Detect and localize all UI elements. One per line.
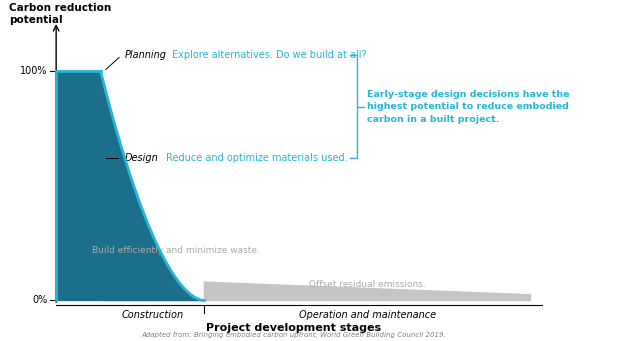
Text: Operation and maintenance: Operation and maintenance xyxy=(299,310,436,320)
Text: Carbon reduction
potential: Carbon reduction potential xyxy=(9,3,111,25)
Text: Offset residual emissions.: Offset residual emissions. xyxy=(309,280,426,289)
Text: Design: Design xyxy=(124,153,158,163)
Text: Project development stages: Project development stages xyxy=(206,323,381,333)
Polygon shape xyxy=(205,282,530,300)
Text: 0%: 0% xyxy=(32,296,47,306)
Text: Explore alternatives. Do we build at all?: Explore alternatives. Do we build at all… xyxy=(172,50,366,60)
Text: 100%: 100% xyxy=(20,66,47,76)
Polygon shape xyxy=(56,72,205,300)
Text: Early-stage design decisions have the
highest potential to reduce embodied
carbo: Early-stage design decisions have the hi… xyxy=(368,90,570,124)
Polygon shape xyxy=(100,72,205,300)
Text: Build efficiently and minimize waste.: Build efficiently and minimize waste. xyxy=(92,246,260,255)
Text: Construction: Construction xyxy=(122,310,183,320)
Text: Planning: Planning xyxy=(124,50,167,60)
Text: Reduce and optimize materials used.: Reduce and optimize materials used. xyxy=(166,153,348,163)
Text: Adapted from: Bringing embodied carbon upfront, World Green Building Council 201: Adapted from: Bringing embodied carbon u… xyxy=(141,331,446,338)
